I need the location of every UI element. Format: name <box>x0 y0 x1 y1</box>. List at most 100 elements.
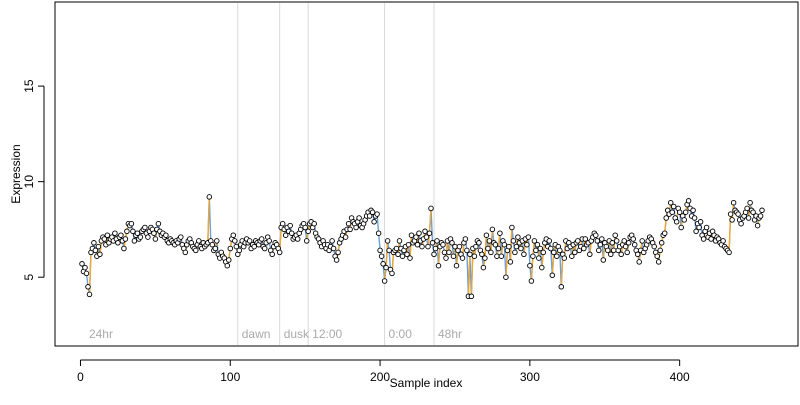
data-point <box>429 240 436 246</box>
data-point <box>700 236 707 242</box>
data-point <box>476 240 482 246</box>
data-point <box>624 249 630 256</box>
data-point <box>497 230 503 236</box>
data-point <box>112 230 118 236</box>
data-point <box>288 230 295 236</box>
data-point <box>630 236 636 242</box>
data-point <box>524 241 530 248</box>
data-point <box>453 262 460 269</box>
data-point <box>639 238 645 244</box>
data-point <box>374 211 380 217</box>
data-points <box>79 194 765 300</box>
annotation-label: 12:00 <box>312 327 342 341</box>
data-point <box>383 264 389 271</box>
data-point <box>697 219 704 225</box>
data-point <box>693 228 699 235</box>
data-point <box>534 241 541 248</box>
y-axis-label: Expression <box>9 144 23 203</box>
data-point <box>193 247 199 254</box>
data-point <box>347 226 353 233</box>
data-point <box>137 234 144 240</box>
data-point <box>131 238 138 244</box>
plot-frame <box>54 1 799 347</box>
data-point <box>691 215 698 221</box>
data-point <box>599 236 605 242</box>
data-point <box>681 217 687 223</box>
data-point <box>673 219 680 225</box>
data-point <box>393 245 400 252</box>
highlight-segment <box>509 227 513 262</box>
data-point <box>486 238 493 244</box>
data-point <box>536 255 542 261</box>
data-point <box>488 249 494 256</box>
data-point <box>371 219 377 225</box>
data-point <box>233 243 240 250</box>
data-point <box>333 257 340 263</box>
data-point <box>443 255 449 261</box>
data-point <box>303 238 310 244</box>
data-point <box>622 243 629 250</box>
data-point <box>509 224 515 231</box>
data-point <box>266 238 272 244</box>
data-point <box>467 251 473 258</box>
data-point <box>449 240 455 246</box>
data-point <box>335 249 341 256</box>
segment-lines <box>237 3 435 345</box>
data-point <box>464 247 470 254</box>
data-point <box>738 220 744 227</box>
data-point <box>745 215 752 221</box>
data-point <box>130 228 136 235</box>
data-point <box>631 241 638 248</box>
highlight-segment <box>445 240 449 259</box>
data-point <box>128 220 135 227</box>
data-point <box>134 230 141 236</box>
data-point <box>572 249 578 256</box>
data-point <box>269 251 275 258</box>
data-point <box>608 251 614 258</box>
data-point <box>155 220 162 227</box>
highlight-segment <box>385 240 389 268</box>
data-point <box>754 222 761 229</box>
data-point <box>548 245 554 252</box>
data-point <box>261 245 268 252</box>
annotations: 24hr dawn dusk 12:00 0:00 48hr <box>89 327 462 341</box>
data-point <box>621 238 627 244</box>
data-point <box>196 238 202 244</box>
data-point <box>356 215 362 221</box>
data-point <box>521 251 527 258</box>
data-point <box>654 253 660 259</box>
data-point <box>399 253 406 259</box>
y-tick-label: 15 <box>22 79 36 93</box>
data-point <box>512 249 518 256</box>
data-point <box>446 249 452 256</box>
x-tick-label: 0 <box>77 370 84 384</box>
data-point <box>685 198 692 204</box>
data-point <box>540 249 547 256</box>
x-tick-label: 100 <box>220 370 240 384</box>
data-point <box>386 247 392 254</box>
data-point <box>669 209 675 215</box>
data-point <box>661 230 668 236</box>
data-point <box>613 238 620 244</box>
data-point <box>428 205 434 212</box>
data-point <box>115 240 121 246</box>
data-point <box>561 255 568 261</box>
data-point <box>735 211 741 217</box>
data-point <box>396 238 403 244</box>
data-point <box>230 232 237 238</box>
data-point <box>405 241 412 248</box>
data-point <box>618 251 624 258</box>
data-point <box>425 243 431 250</box>
axes: 0 100 200 300 400 5 10 15 <box>22 79 690 384</box>
data-point <box>729 217 735 223</box>
data-point <box>581 245 587 252</box>
data-point <box>468 293 475 300</box>
annotation-label: dusk <box>284 327 310 341</box>
data-point <box>533 247 539 254</box>
data-point <box>104 232 111 238</box>
data-point <box>384 238 391 244</box>
highlight-segment <box>437 246 441 266</box>
data-point <box>703 224 710 231</box>
data-point <box>124 228 130 235</box>
